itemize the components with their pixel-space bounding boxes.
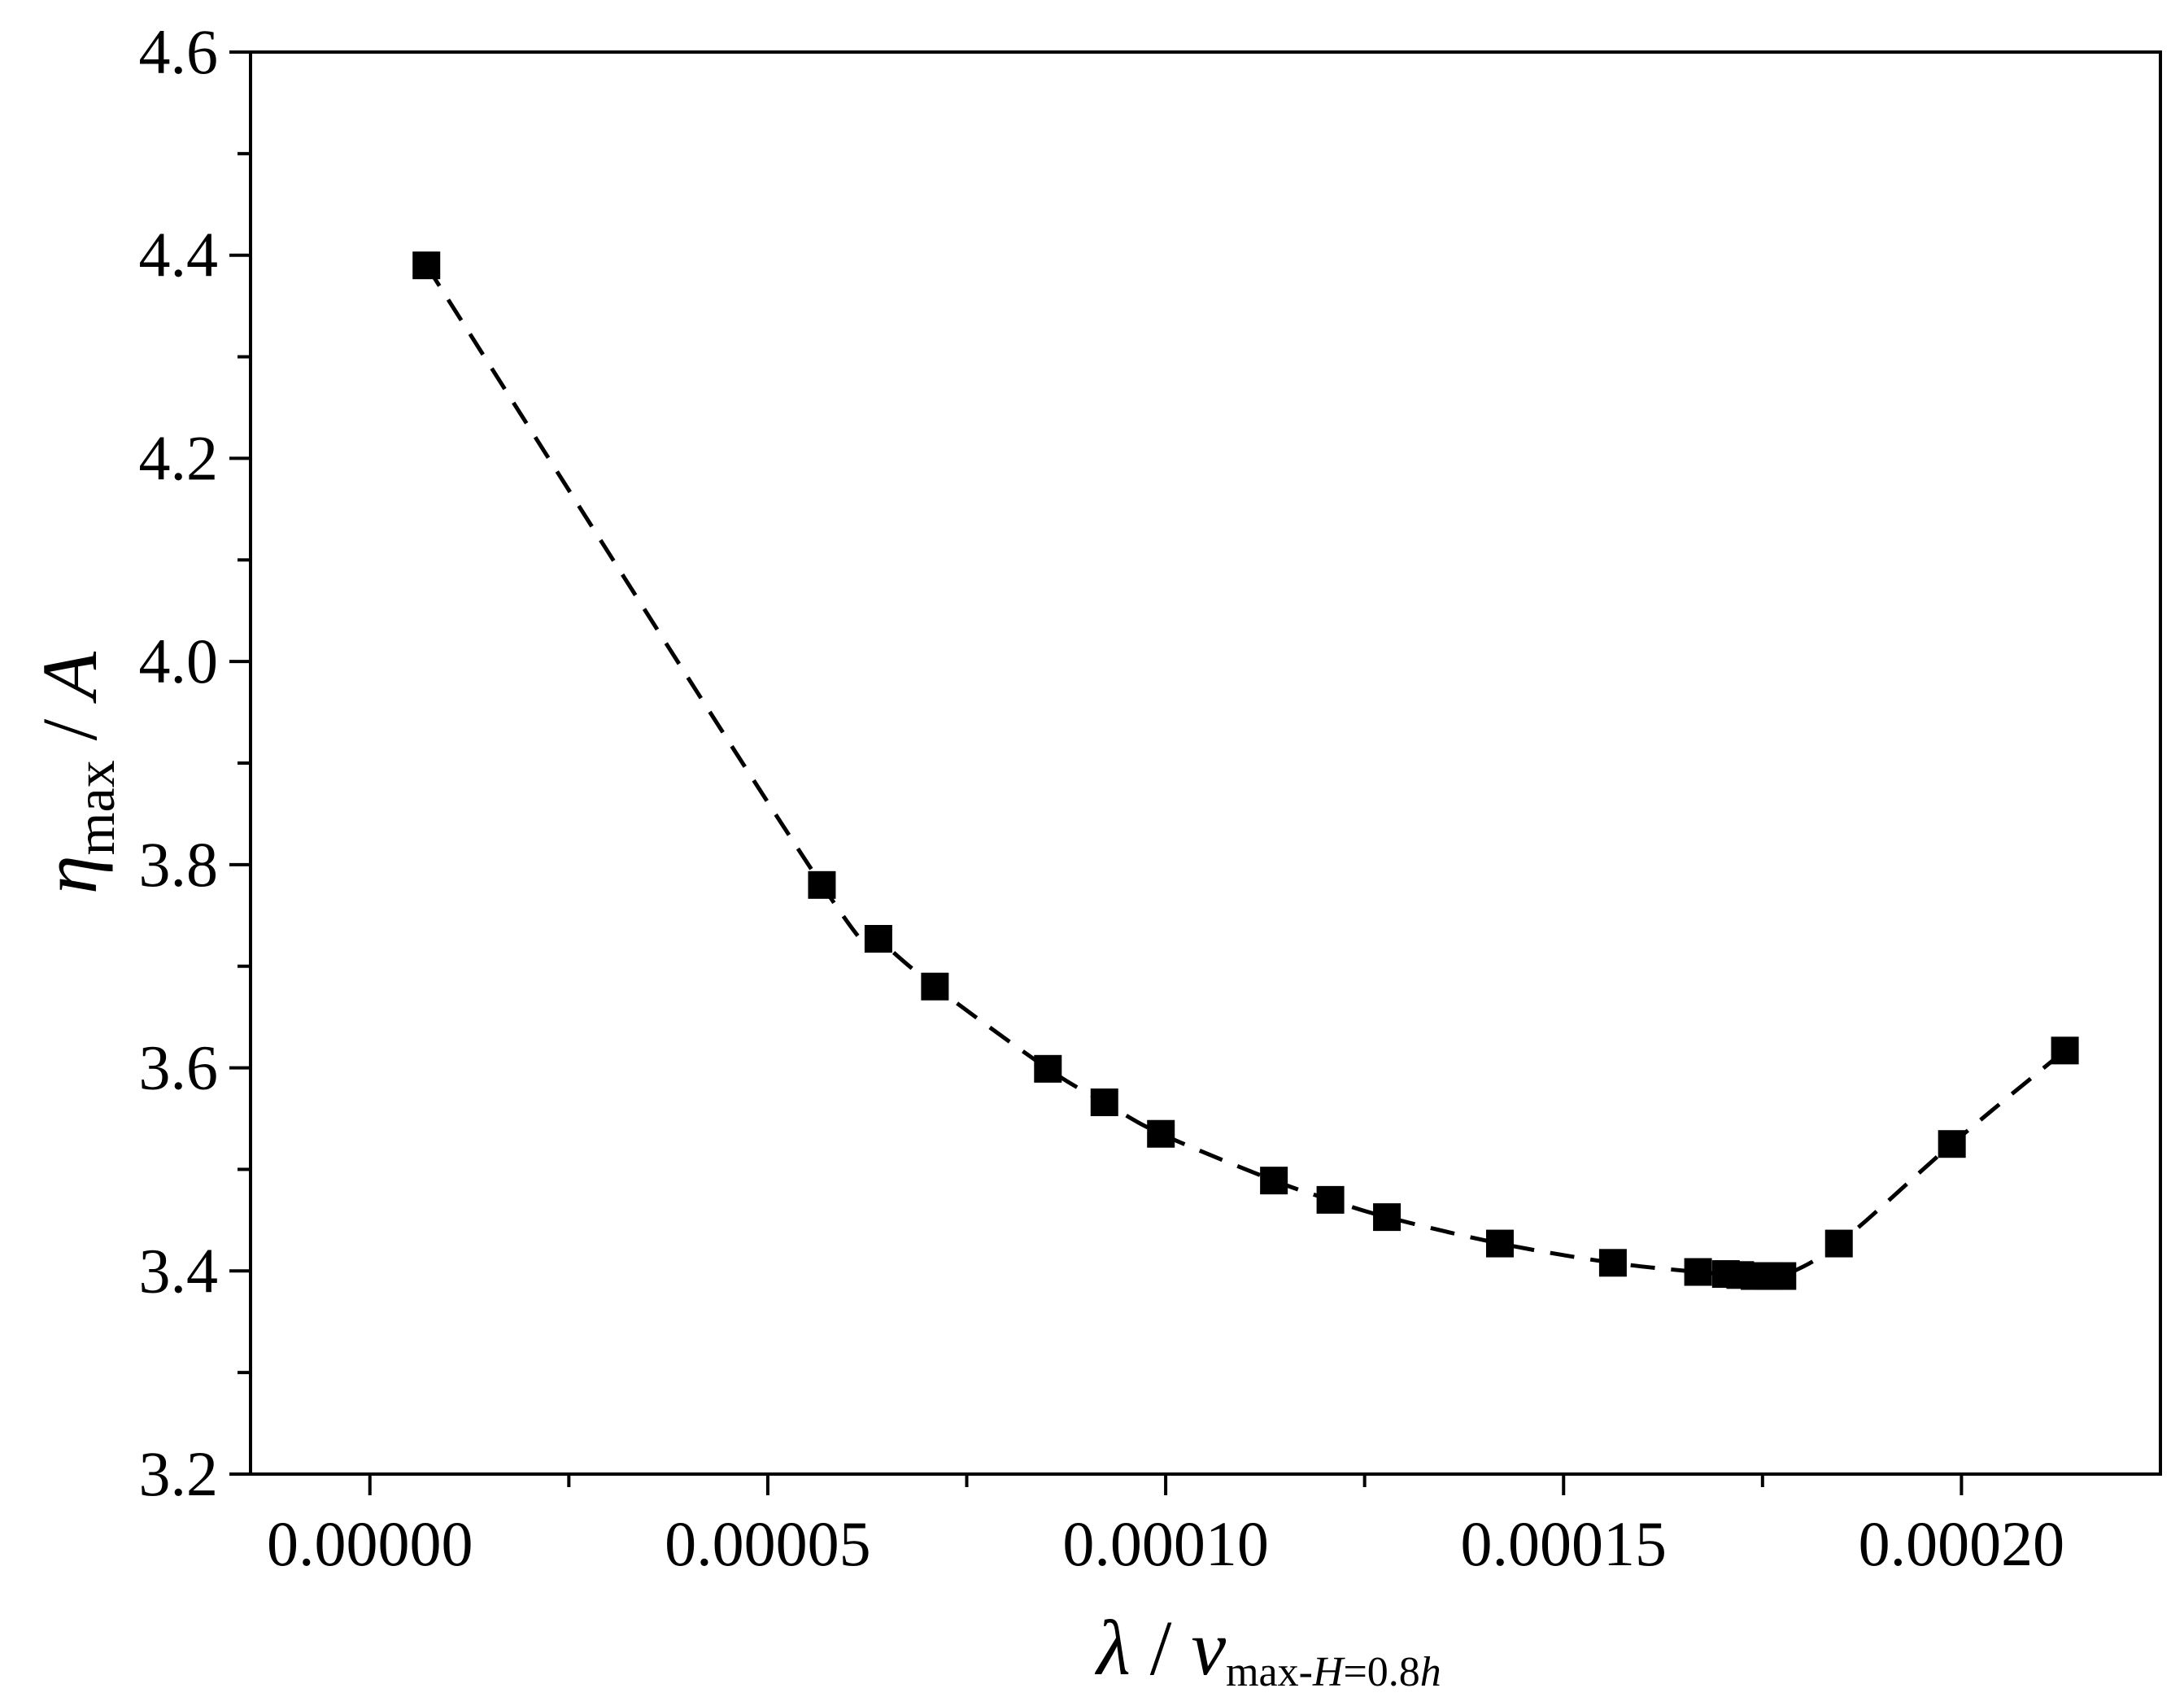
x-tick-label: 0.00020 [1859, 1508, 2065, 1579]
data-point [2051, 1036, 2079, 1065]
x-axis-subscript-part-2: H [1312, 1649, 1345, 1695]
data-point [412, 251, 441, 280]
trend-line [425, 264, 2067, 1280]
x-axis-symbol: λ [1094, 1604, 1131, 1691]
data-point [1373, 1203, 1402, 1232]
y-tick-label: 4.4 [139, 220, 219, 290]
y-tick-label: 4.2 [139, 422, 219, 493]
x-tick-label: 0.00015 [1461, 1508, 1667, 1579]
data-point [1316, 1185, 1345, 1214]
minor-ticks [238, 151, 1764, 1487]
x-tick-label: 0.00000 [267, 1508, 473, 1579]
data-point [1090, 1088, 1118, 1117]
plot-frame [249, 50, 2162, 1476]
data-point [864, 925, 892, 953]
x-tick-label: 0.00010 [1062, 1508, 1269, 1579]
data-point [1034, 1054, 1062, 1083]
y-tick-label: 3.8 [139, 829, 219, 900]
data-markers [412, 251, 2079, 1290]
y-axis-subscript: max [64, 760, 126, 855]
x-axis-subscript-part-3: =0.8 [1343, 1649, 1419, 1695]
y-tick-label: 3.2 [139, 1438, 219, 1509]
data-point [1938, 1130, 1966, 1158]
data-point [1260, 1167, 1288, 1195]
y-axis-unit: A [26, 652, 113, 705]
major-ticks [229, 50, 1964, 1495]
data-point [1684, 1258, 1712, 1286]
x-axis-quantity: v [1191, 1604, 1226, 1691]
data-point [1824, 1229, 1853, 1258]
y-tick-label: 3.4 [139, 1235, 219, 1306]
x-tick-label: 0.00005 [665, 1508, 871, 1579]
data-point [808, 870, 836, 899]
y-axis-separator: / [26, 700, 113, 761]
y-tick-label: 4.0 [139, 626, 219, 696]
x-axis-title: λ / vmax-H=0.8h [1094, 1604, 1441, 1695]
x-axis-subscript-part-1: max- [1226, 1649, 1313, 1695]
data-point [1768, 1262, 1797, 1290]
x-axis-subscript-part-4: h [1420, 1649, 1441, 1695]
data-point [1598, 1249, 1627, 1277]
x-axis-separator: / [1131, 1604, 1192, 1691]
tick-labels: 0.00000 0.00005 0.00010 0.00015 0.00020 3.2 3.… [139, 16, 2065, 1579]
data-point [921, 972, 949, 1001]
y-axis-symbol: η [26, 855, 113, 894]
data-point [1485, 1229, 1514, 1258]
y-tick-label: 4.6 [139, 16, 219, 87]
y-axis-title: ηmax / A [26, 652, 126, 894]
data-point [1147, 1119, 1175, 1148]
y-tick-label: 3.6 [139, 1032, 219, 1103]
